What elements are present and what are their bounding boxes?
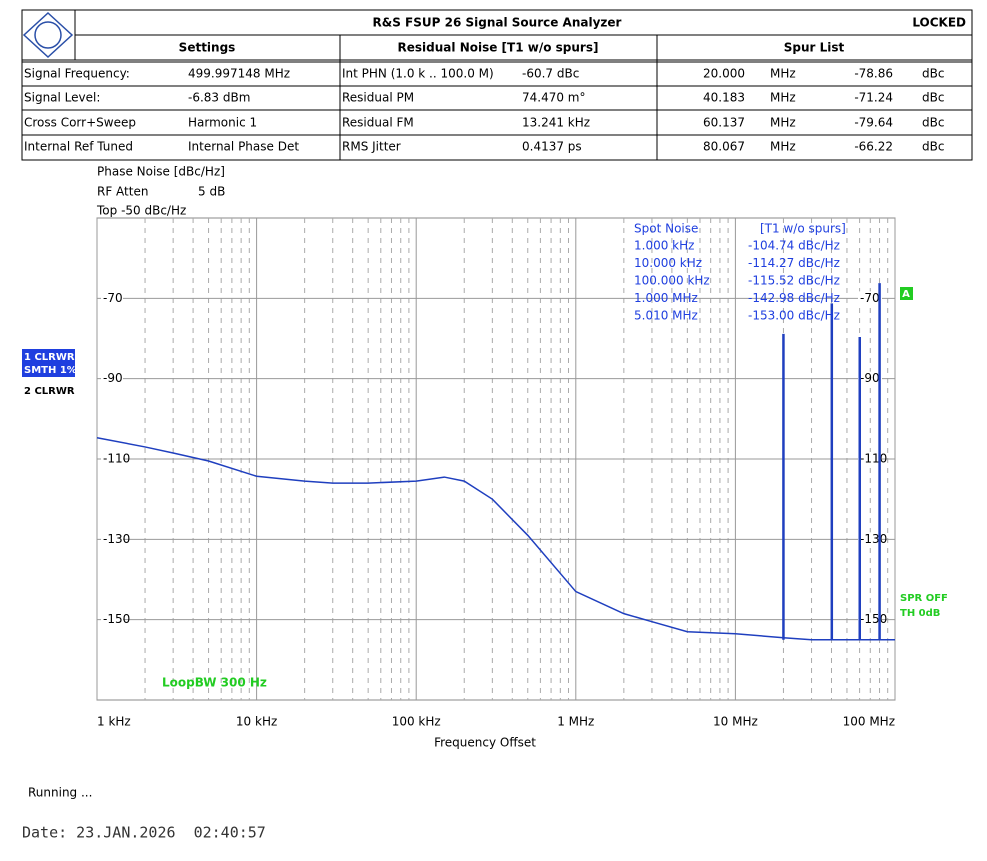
table-cell: dBc xyxy=(922,116,944,130)
table-cell: 13.241 kHz xyxy=(522,116,590,130)
table-cell: Internal Ref Tuned xyxy=(24,140,133,154)
table-cell: Int PHN (1.0 k .. 100.0 M) xyxy=(342,67,494,81)
table-cell: -78.86 xyxy=(854,67,893,81)
y-tick-label: -150 xyxy=(103,612,130,626)
y-tick-label: -150 xyxy=(860,612,887,626)
y-tick-label: -70 xyxy=(103,291,123,305)
table-rows: Signal Frequency: 499.997148 MHz Int PHN (… xyxy=(24,67,944,154)
trace-label: SMTH 1% xyxy=(24,365,77,376)
annotation: 5 dB xyxy=(198,185,225,199)
y-tick-label: -130 xyxy=(103,532,130,546)
annotation: TH 0dB xyxy=(900,608,940,619)
table-frame xyxy=(21,9,973,161)
table-cell: MHz xyxy=(770,140,796,154)
table-cell: 40.183 xyxy=(703,91,745,105)
x-tick-label: 10 kHz xyxy=(236,715,277,729)
label-bg xyxy=(858,532,882,547)
spot-header: Spot Noise xyxy=(634,222,698,236)
col-header: Spur List xyxy=(784,41,845,55)
annotation: RF Atten xyxy=(97,185,148,199)
table-cell: -79.64 xyxy=(854,116,893,130)
label-bg xyxy=(858,371,882,386)
trace xyxy=(96,436,895,641)
table-cell: Residual PM xyxy=(342,91,414,105)
title: R&S FSUP 26 Signal Source Analyzer xyxy=(373,16,622,30)
table-cell: -60.7 dBc xyxy=(522,67,579,81)
table-cell: MHz xyxy=(770,67,796,81)
spot-freq: 100.000 kHz xyxy=(634,274,710,288)
logo xyxy=(22,11,74,59)
table-cell: dBc xyxy=(922,140,944,154)
trace-label: 2 CLRWR xyxy=(24,386,75,397)
spot-freq: 1.000 kHz xyxy=(634,239,694,253)
label-bg xyxy=(101,452,123,466)
spot-value: -115.52 dBc/Hz xyxy=(748,274,840,288)
table-cell: 0.4137 ps xyxy=(522,140,582,154)
spot-value: -153.00 dBc/Hz xyxy=(748,309,840,323)
annotation: Top -50 dBc/Hz xyxy=(96,204,186,218)
table-cell: MHz xyxy=(770,91,796,105)
col-header: Residual Noise [T1 w/o spurs] xyxy=(398,41,599,55)
table-cell: dBc xyxy=(922,67,944,81)
y-tick-label: -90 xyxy=(860,371,880,385)
spot-freq: 1.000 MHz xyxy=(634,291,698,305)
y-tick-label: -70 xyxy=(860,291,880,305)
y-tick-label: -130 xyxy=(860,532,887,546)
x-tick-label: 100 MHz xyxy=(843,715,895,729)
table-cell: -71.24 xyxy=(854,91,893,105)
plot: -70 -70 -90 -90 -110 -110 -130 -130 -150 -150 Spot… xyxy=(96,218,896,700)
x-axis-label: Frequency Offset xyxy=(434,736,536,750)
table-cell: -66.22 xyxy=(854,140,893,154)
label-bg xyxy=(858,612,882,627)
label-bg xyxy=(858,452,882,466)
annotation: SPR OFF xyxy=(900,593,948,604)
spot-value: -114.27 dBc/Hz xyxy=(748,256,840,270)
label-bg xyxy=(101,291,123,306)
table-cell: Signal Frequency: xyxy=(24,67,130,81)
label-bg xyxy=(858,291,882,306)
x-tick-label: 100 kHz xyxy=(392,715,441,729)
y-tick-label: -90 xyxy=(103,371,123,385)
trace-label: 1 CLRWR xyxy=(24,352,75,363)
table-cell: 60.137 xyxy=(703,116,745,130)
y-tick-label: -110 xyxy=(860,452,887,466)
table-cell: MHz xyxy=(770,116,796,130)
marker-box xyxy=(900,287,913,300)
table-cell: 80.067 xyxy=(703,140,745,154)
table-cell: 499.997148 MHz xyxy=(188,67,290,81)
date: Date: 23.JAN.2026 02:40:57 xyxy=(22,824,266,842)
table-cell: Harmonic 1 xyxy=(188,116,257,130)
table-cell: dBc xyxy=(922,91,944,105)
table-cell: Internal Phase Det xyxy=(188,140,299,154)
annotation: LoopBW 300 Hz xyxy=(162,676,267,690)
label-bg xyxy=(101,371,123,386)
table-cell: -6.83 dBm xyxy=(188,91,250,105)
spot-freq: 10.000 kHz xyxy=(634,256,702,270)
status: LOCKED xyxy=(912,16,966,30)
table-cell: 20.000 xyxy=(703,67,745,81)
x-tick-label: 1 MHz xyxy=(557,715,594,729)
col-header: Settings xyxy=(179,41,236,55)
x-tick-label: 1 kHz xyxy=(97,715,131,729)
trace-box xyxy=(22,349,75,377)
spot-freq: 5.010 MHz xyxy=(634,309,698,323)
annotation: A xyxy=(902,289,910,300)
y-tick-label: -110 xyxy=(103,452,130,466)
x-tick-label: 10 MHz xyxy=(713,715,758,729)
annotation: Phase Noise [dBc/Hz] xyxy=(97,165,225,179)
spot-header: [T1 w/o spurs] xyxy=(760,222,846,236)
label-bg xyxy=(101,612,123,627)
table-cell: Signal Level: xyxy=(24,91,100,105)
label-bg xyxy=(101,532,123,547)
spot-value: -104.74 dBc/Hz xyxy=(748,239,840,253)
table-cell: 74.470 m° xyxy=(522,91,586,105)
running: Running ... xyxy=(28,786,92,800)
table-cell: Cross Corr+Sweep xyxy=(24,116,136,130)
table-cell: Residual FM xyxy=(342,116,414,130)
table-cell: RMS Jitter xyxy=(342,140,401,154)
spot-value: -142.98 dBc/Hz xyxy=(748,291,840,305)
